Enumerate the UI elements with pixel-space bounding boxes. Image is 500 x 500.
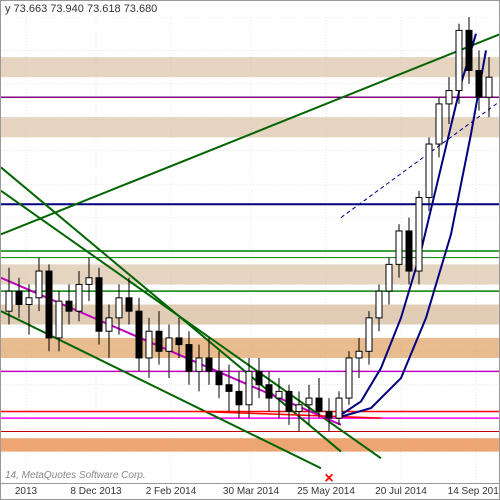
x-tick-label: 8 Dec 2013 [70,486,121,497]
x-tick-label: 2 Feb 2014 [146,486,197,497]
x-tick-label: 14 Sep 2014 [448,486,500,497]
chart-area[interactable]: × [1,17,499,483]
x-tick-label: 25 May 2014 [297,486,355,497]
chart-svg: × [1,17,500,485]
watermark: 14, MetaQuotes Software Corp. [5,470,146,481]
chart-container: y 73.663 73.940 73.618 73.680 × 14, Meta… [0,0,500,500]
ohlc-header: y 73.663 73.940 73.618 73.680 [5,3,157,15]
x-axis: 2013 8 Dec 2013 2 Feb 2014 30 Mar 2014 25 Ma… [1,483,499,499]
x-tick-label: 30 Mar 2014 [223,486,279,497]
x-tick-label: 20 Jul 2014 [375,486,427,497]
x-tick-label: 2013 [15,486,37,497]
